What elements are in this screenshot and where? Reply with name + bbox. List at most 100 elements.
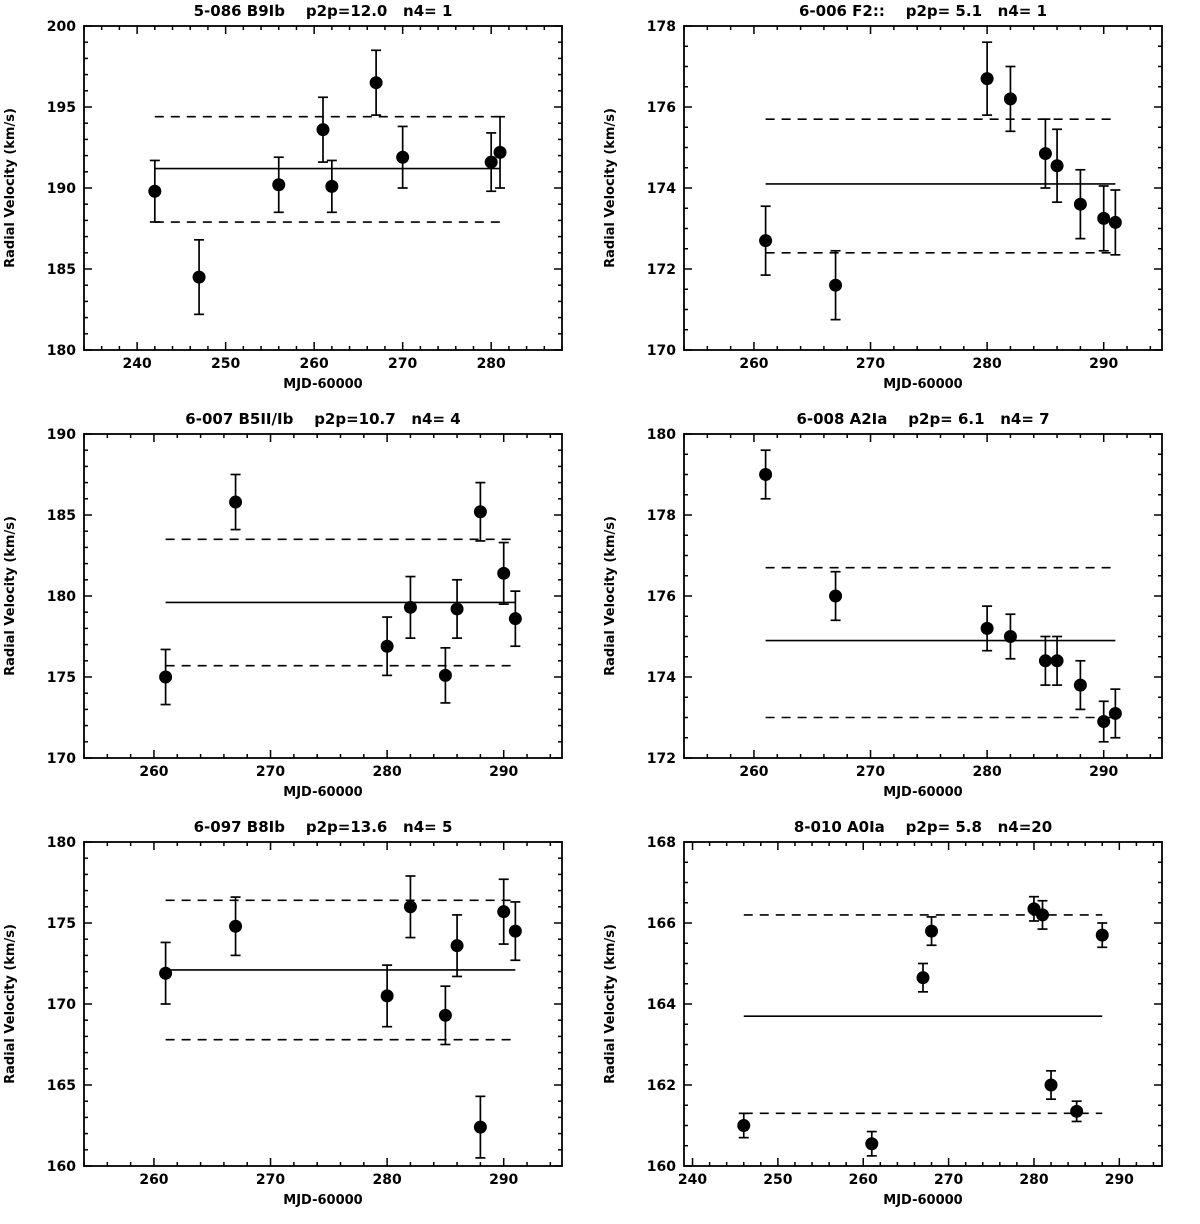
y-tick-label: 160 [47, 1159, 76, 1175]
y-tick-label: 178 [647, 19, 676, 35]
y-tick-label: 200 [47, 19, 76, 35]
chart-svg: 6-097 B8Ib p2p=13.6 n4= 5 MJD-60000 Radi… [3, 818, 563, 1208]
y-tick-label: 190 [47, 427, 76, 443]
x-tick-label: 270 [256, 1172, 285, 1188]
plot-area: 260 270 280 290 160 165 170 175 180 [47, 835, 563, 1188]
x-tick-label: 270 [256, 764, 285, 780]
x-axis-label: MJD-60000 [883, 377, 962, 392]
data-point [829, 589, 843, 603]
data-point [438, 668, 452, 682]
chart-title: 6-008 A2Ia p2p= 6.1 n4= 7 [796, 410, 1049, 428]
x-tick-label: 250 [763, 1172, 792, 1188]
data-point [396, 150, 410, 164]
y-tick-label: 175 [47, 670, 76, 686]
x-tick-label: 280 [973, 356, 1002, 372]
chart-panel-5-086: 5-086 B9Ib p2p=12.0 n4= 1 MJD-60000 Radi… [0, 0, 600, 408]
y-tick-label: 164 [647, 997, 676, 1013]
data-point [1073, 678, 1087, 692]
data-point [508, 612, 522, 626]
y-tick-label: 166 [647, 916, 676, 932]
y-tick-label: 195 [47, 100, 76, 116]
y-tick-label: 172 [647, 751, 676, 767]
data-point [759, 234, 773, 248]
x-tick-label: 280 [373, 1172, 402, 1188]
x-tick-label: 260 [739, 356, 768, 372]
data-point [229, 495, 243, 509]
y-tick-label: 172 [647, 262, 676, 278]
data-point [1038, 654, 1052, 668]
data-point [759, 468, 773, 481]
chart-svg: 8-010 A0Ia p2p= 5.8 n4=20 MJD-60000 Radi… [603, 818, 1163, 1208]
x-axis-label: MJD-60000 [883, 785, 962, 800]
y-tick-label: 178 [647, 508, 676, 524]
plot-box [83, 841, 563, 1167]
data-point [1097, 715, 1111, 729]
data-point [159, 670, 173, 684]
data-point [380, 989, 394, 1003]
chart-svg: 6-007 B5II/Ib p2p=10.7 n4= 4 MJD-60000 R… [3, 410, 563, 800]
data-point [325, 179, 339, 193]
y-axis-label: Radial Velocity (km/s) [3, 924, 18, 1084]
y-tick-label: 180 [47, 835, 76, 851]
plot-box [83, 433, 563, 759]
x-tick-label: 270 [388, 356, 417, 372]
data-point [380, 639, 394, 653]
data-point [925, 924, 939, 938]
plot-box [683, 25, 1163, 351]
data-point [1095, 928, 1109, 942]
x-tick-label: 290 [1105, 1172, 1134, 1188]
y-tick-label: 170 [647, 343, 676, 359]
plot-box [683, 433, 1163, 759]
y-tick-label: 170 [47, 997, 76, 1013]
data-point [473, 505, 487, 519]
x-axis-label: MJD-60000 [283, 785, 362, 800]
plot-area: 260 270 280 290 170 175 180 185 190 [47, 427, 563, 780]
data-point [272, 178, 286, 192]
plot-area: 260 270 280 290 172 174 176 178 180 [647, 427, 1163, 780]
data-point [450, 602, 464, 616]
data-point [1044, 1078, 1058, 1092]
y-axis-label: Radial Velocity (km/s) [603, 924, 618, 1084]
data-point [1108, 215, 1122, 229]
x-tick-label: 260 [139, 764, 168, 780]
data-point [1108, 706, 1122, 720]
plot-box [683, 841, 1163, 1167]
data-point [916, 971, 930, 985]
chart-title: 8-010 A0Ia p2p= 5.8 n4=20 [794, 818, 1052, 836]
data-point [493, 145, 507, 159]
x-tick-label: 270 [856, 356, 885, 372]
y-tick-label: 176 [647, 100, 676, 116]
y-axis-label: Radial Velocity (km/s) [3, 516, 18, 676]
y-tick-label: 185 [47, 262, 76, 278]
data-point [980, 72, 994, 86]
x-tick-label: 270 [934, 1172, 963, 1188]
data-point [1073, 197, 1087, 211]
data-point [829, 278, 843, 292]
x-tick-label: 270 [856, 764, 885, 780]
chart-panel-6-006: 6-006 F2:: p2p= 5.1 n4= 1 MJD-60000 Radi… [600, 0, 1200, 408]
y-tick-label: 185 [47, 508, 76, 524]
x-tick-label: 260 [300, 356, 329, 372]
data-point [403, 600, 417, 614]
data-point [1050, 654, 1064, 668]
x-axis-label: MJD-60000 [283, 1193, 362, 1208]
data-point [1097, 211, 1111, 225]
chart-svg: 6-008 A2Ia p2p= 6.1 n4= 7 MJD-60000 Radi… [603, 410, 1163, 800]
chart-panel-6-097: 6-097 B8Ib p2p=13.6 n4= 5 MJD-60000 Radi… [0, 816, 600, 1224]
data-point [403, 900, 417, 914]
y-tick-label: 160 [647, 1159, 676, 1175]
x-tick-label: 260 [139, 1172, 168, 1188]
data-point [737, 1119, 751, 1132]
data-point [497, 566, 511, 580]
chart-panel-6-007: 6-007 B5II/Ib p2p=10.7 n4= 4 MJD-60000 R… [0, 408, 600, 816]
x-tick-label: 260 [739, 764, 768, 780]
x-tick-label: 250 [211, 356, 240, 372]
x-axis-label: MJD-60000 [883, 1193, 962, 1208]
y-tick-label: 170 [47, 751, 76, 767]
plot-area: 240 250 260 270 280 290 160 162 164 166 168 [647, 835, 1163, 1188]
x-tick-label: 260 [849, 1172, 878, 1188]
x-tick-label: 280 [477, 356, 506, 372]
x-tick-label: 290 [1089, 764, 1118, 780]
y-tick-label: 174 [647, 670, 676, 686]
